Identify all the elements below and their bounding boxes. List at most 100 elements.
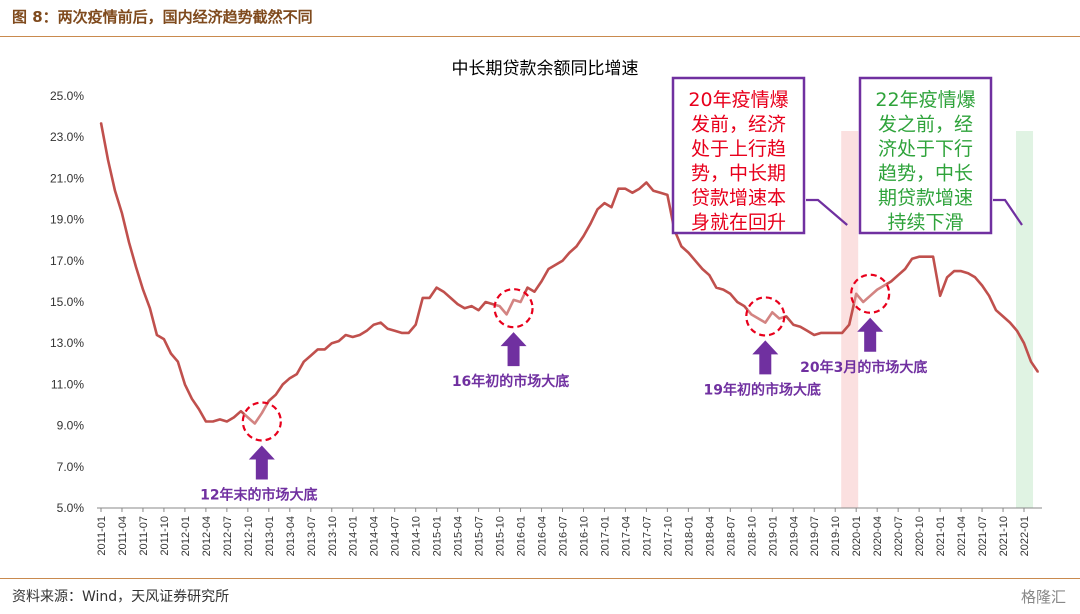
up-arrow-icon — [752, 340, 779, 375]
data-point — [988, 295, 990, 297]
data-point — [743, 305, 746, 307]
data-point — [925, 255, 927, 258]
highlight-band-2 — [1016, 131, 1034, 508]
data-point — [554, 264, 557, 266]
callout-text-line: 势，中长期 — [691, 163, 786, 185]
data-point — [778, 317, 781, 320]
data-point — [107, 159, 109, 161]
x-tick-label: 2022-01 — [1019, 516, 1031, 556]
y-axis: 5.0% 7.0% 9.0% 11.0% 13.0% 15.0% 17.0% 19.0% 21.… — [50, 89, 84, 515]
callout-text-line: 贷款增速本 — [691, 187, 786, 209]
data-point — [575, 245, 578, 248]
data-point — [1037, 371, 1039, 373]
data-point — [764, 321, 767, 324]
data-point — [205, 420, 207, 423]
data-point — [638, 187, 641, 190]
x-tick-label: 2012-04 — [201, 516, 213, 556]
callout-text-line: 发之前，经 — [878, 114, 973, 136]
x-tick-label: 2020-10 — [914, 516, 926, 556]
x-tick-label: 2011-01 — [96, 516, 108, 556]
data-point — [512, 299, 515, 301]
data-point — [547, 268, 550, 270]
y-tick-label: 7.0% — [57, 460, 85, 474]
annotation-label: 20年3月的市场大底 — [800, 359, 927, 376]
callout-box-2 — [858, 76, 993, 235]
data-point — [701, 268, 704, 270]
x-tick-label: 2011-04 — [117, 516, 129, 556]
data-point — [295, 373, 298, 375]
data-point — [666, 194, 669, 196]
data-point — [652, 189, 655, 192]
data-point — [659, 192, 662, 194]
data-point — [631, 192, 634, 194]
data-point — [834, 332, 837, 334]
data-point — [1009, 321, 1011, 324]
data-point — [386, 327, 389, 330]
data-point — [806, 330, 809, 332]
data-point — [687, 251, 690, 254]
annotation-label: 19年初的市场大底 — [704, 381, 821, 398]
data-point — [268, 400, 270, 402]
data-point — [568, 251, 571, 254]
data-point — [610, 206, 613, 209]
data-point — [177, 360, 179, 363]
data-point — [135, 266, 137, 268]
data-point — [1030, 360, 1032, 363]
x-tick-label: 2012-01 — [180, 516, 192, 556]
data-point — [995, 309, 997, 312]
data-point — [379, 321, 382, 324]
data-point — [121, 212, 123, 215]
x-tick-label: 2016-04 — [537, 516, 549, 556]
data-point — [358, 334, 361, 336]
data-point — [449, 297, 452, 299]
x-tick-label: 2013-07 — [306, 516, 318, 556]
data-point — [526, 286, 529, 289]
data-point — [212, 420, 214, 423]
callout-pointer — [993, 198, 1023, 226]
data-point — [946, 276, 948, 279]
data-point — [785, 315, 788, 318]
data-point — [918, 255, 920, 258]
x-tick-label: 2014-10 — [411, 516, 423, 556]
data-point — [596, 208, 599, 211]
data-point — [114, 189, 116, 192]
data-point — [435, 286, 438, 289]
data-point — [142, 288, 144, 291]
data-point — [519, 301, 522, 303]
data-point — [505, 313, 508, 316]
highlight-circle — [745, 296, 786, 337]
data-point — [463, 307, 466, 309]
source-note: 资料来源：Wind，天风证券研究所 — [12, 589, 230, 605]
annotation-label: 12年末的市场大底 — [200, 486, 317, 503]
y-tick-label: 25.0% — [50, 89, 84, 103]
data-point — [582, 235, 585, 237]
data-point — [533, 290, 536, 293]
data-point — [876, 288, 878, 291]
data-point — [841, 332, 844, 334]
x-tick-label: 2021-04 — [956, 516, 968, 556]
bottom-rule — [0, 578, 1080, 579]
up-arrow-icon — [857, 317, 884, 352]
data-point — [939, 295, 941, 297]
data-point — [163, 338, 165, 340]
data-point — [680, 245, 683, 248]
x-tick-label: 2019-10 — [830, 516, 842, 556]
x-tick-label: 2016-10 — [578, 516, 590, 556]
chart-title: 中长期贷款余额同比增速 — [452, 59, 639, 79]
callout-text-line: 20年疫情爆 — [688, 89, 788, 111]
up-arrow-icon — [248, 445, 275, 480]
data-point — [799, 325, 802, 328]
data-point — [184, 383, 186, 386]
data-point — [254, 422, 256, 425]
data-point — [645, 181, 648, 184]
x-tick-label: 2014-01 — [348, 516, 360, 556]
x-tick-label: 2017-04 — [620, 516, 632, 556]
data-point — [771, 311, 774, 314]
y-tick-label: 11.0% — [51, 377, 84, 391]
data-point — [372, 323, 375, 326]
data-point — [330, 342, 333, 345]
y-tick-label: 5.0% — [57, 501, 85, 515]
data-point — [309, 354, 312, 357]
data-point — [233, 416, 235, 419]
